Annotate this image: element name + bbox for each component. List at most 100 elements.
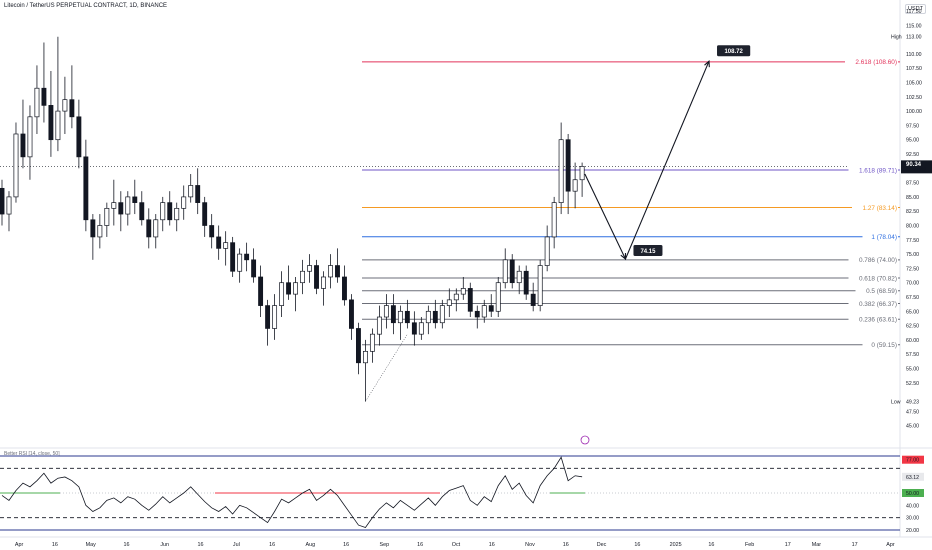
candle-body [467,288,473,312]
candle-body [376,316,382,335]
candle-body [579,166,585,181]
candle [335,248,340,283]
grid [0,0,932,538]
candle-body [425,310,431,324]
candle [383,294,389,329]
candle-body [174,207,180,221]
candle [125,191,131,226]
candle [195,168,201,215]
candle [558,122,564,215]
candle-body [223,242,229,249]
price-axis[interactable]: 117.50 115.00 110.00 107.50 105.00 102.50 100.… [891,9,932,534]
price-tick-label: 67.50 [906,295,919,301]
time-tick-label: Oct [452,542,461,548]
candle [321,271,326,306]
candle-body [55,110,61,141]
candle-body [188,185,194,198]
candle-body [111,202,117,209]
candle [97,214,103,249]
time-tick-label: Nov [525,542,535,548]
candle-body [383,305,389,318]
current-price-countdown: 15:21:42 [906,168,926,174]
candle [356,322,361,375]
time-axis[interactable]: Apr 16 May 16 Jun 16 Jul 16 Aug 16 Sep 16 Oct 16 Nov 16… [15,542,895,548]
candle [0,179,5,226]
candle-body [258,276,264,306]
currency-unit-button[interactable]: USDT [905,4,926,14]
candle-body [69,99,75,118]
time-tick-label: 17 [785,542,791,548]
candle-body [523,270,529,295]
candle-body [279,282,285,306]
price-tick-label: 117.50 [906,9,922,15]
candle-body [118,202,124,215]
price-tick-label: 80.00 [906,224,919,230]
event-flag-icon [580,435,590,445]
time-tick-label: 16 [52,542,58,548]
fib-level-label: 1.618 (89.71) [859,167,897,174]
chart-title: Litecoin / TetherUS PERPETUAL CONTRACT, … [4,3,168,9]
candle [481,299,487,323]
candle [62,76,68,134]
price-tick-label: 97.50 [906,123,919,129]
current-price-value: 90.34 [906,162,922,168]
price-tick-label: 110.00 [906,52,922,58]
candle-body [20,133,26,158]
price-tick-label: 82.50 [906,209,919,215]
price-tick-label: 60.00 [906,338,919,344]
time-tick-label: Apr [15,542,24,548]
candle-body [13,133,19,198]
time-tick-label: 16 [708,542,714,548]
fib-label-bg [862,340,898,349]
candle [216,225,222,260]
fib-level-label: 0.236 (63.61) [859,317,897,324]
time-tick-label: May [86,542,96,548]
candle [174,202,180,232]
candle [467,282,473,318]
candle-body [251,259,257,278]
rsi-pane [0,455,900,531]
time-tick-label: Jun [160,542,169,548]
projection-price-tag [717,45,751,57]
candle [523,265,529,300]
candle-body [146,219,152,238]
candle [544,225,550,272]
candle-body [293,282,298,295]
time-tick-label: 16 [563,542,569,548]
candle-body [537,265,543,306]
time-tick-label: 16 [489,542,495,548]
candle [509,254,515,289]
time-tick-label: Aug [306,542,316,548]
candle [188,174,194,203]
price-tick-label: 65.00 [906,309,919,315]
candle-body [328,265,333,278]
price-tick-label: 87.50 [906,181,919,187]
price-marker-label: High [891,35,902,41]
candle-body [551,202,557,238]
candle-body [90,219,96,238]
candles [0,36,585,402]
candle [6,191,12,232]
candle-body [439,305,445,324]
candle-body [272,305,278,329]
price-marker-value: 113.00 [906,35,922,41]
price-tick-label: 72.50 [906,266,919,272]
candle [495,276,501,318]
candle [48,71,54,157]
price-tick-label: 105.00 [906,81,922,87]
fib-label-bg [848,165,898,174]
candle [279,271,285,318]
rsi-tick-label: 40.00 [906,503,919,509]
candle-body [104,207,110,226]
candle [272,294,278,340]
candle [76,99,82,169]
candle [139,191,145,226]
price-tick-label: 102.50 [906,95,922,101]
fib-level-label: 0.618 (70.82) [859,275,897,282]
time-tick-label: 16 [269,542,275,548]
candle [90,214,96,260]
candle [237,248,243,283]
candle [342,265,347,306]
candle [432,299,438,329]
